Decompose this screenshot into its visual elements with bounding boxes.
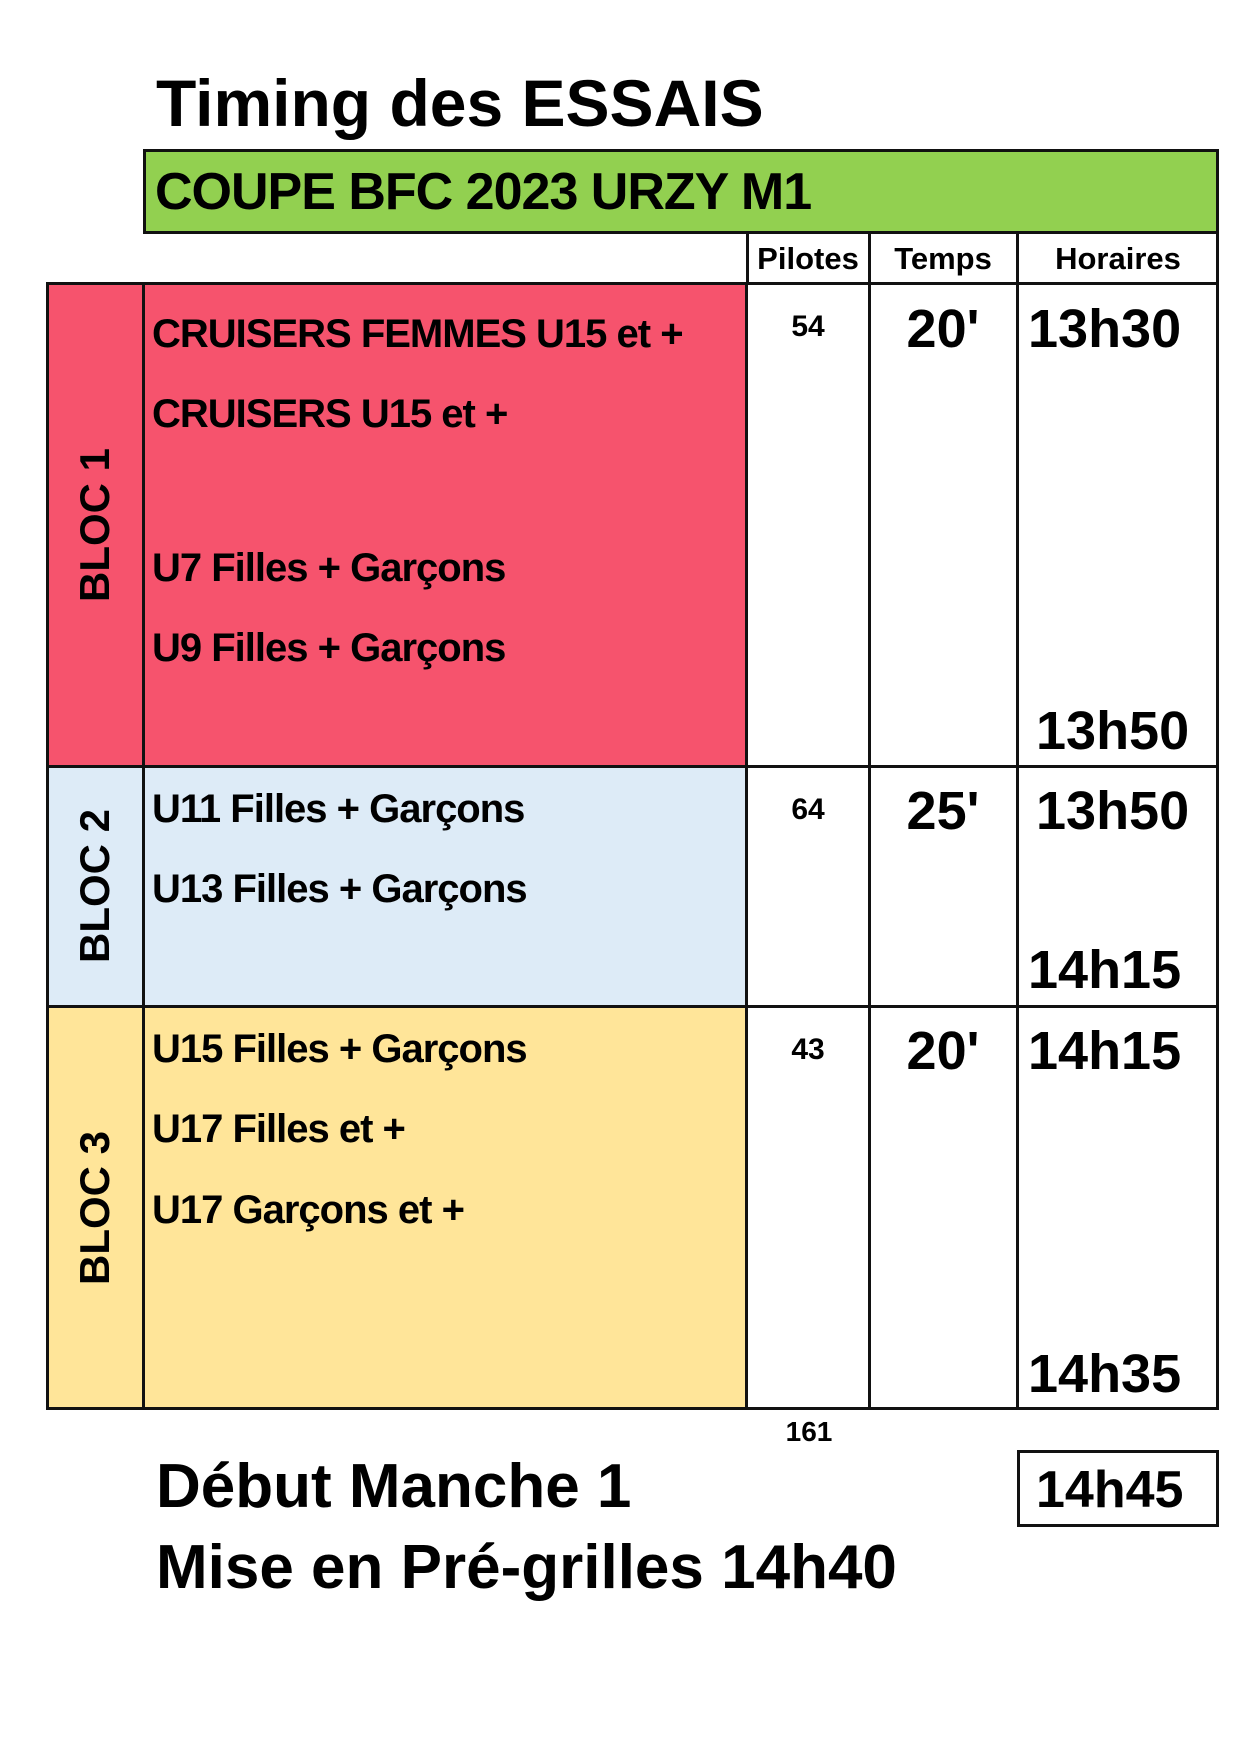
category: U17 Filles et + <box>152 1107 406 1151</box>
temps-value: 20' <box>906 299 980 359</box>
category: U17 Garçons et + <box>152 1188 465 1232</box>
category: U9 Filles + Garçons <box>152 626 506 670</box>
debut-manche-label: Début Manche 1 <box>156 1452 632 1521</box>
pilotes-count: 54 <box>791 310 825 343</box>
pilotes-count: 64 <box>791 793 825 826</box>
end-time: 13h50 <box>1036 701 1190 761</box>
bloc-2-label: BLOC 2 <box>71 808 118 964</box>
header-temps: Temps <box>894 241 992 276</box>
pilotes-count: 43 <box>791 1033 825 1066</box>
pregrille-text: Mise en Pré-grilles 14h40 <box>156 1533 897 1602</box>
category: CRUISERS FEMMES U15 et + <box>152 312 684 356</box>
event-banner: COUPE BFC 2023 URZY M1 <box>143 149 1219 234</box>
category: U13 Filles + Garçons <box>152 867 528 911</box>
category: U15 Filles + Garçons <box>152 1027 528 1071</box>
bloc-1-label: BLOC 1 <box>71 447 118 603</box>
start-time: 13h30 <box>1028 299 1182 359</box>
temps-value: 20' <box>906 1021 980 1081</box>
page-title: Timing des ESSAIS <box>156 66 764 140</box>
start-time: 13h50 <box>1036 781 1190 841</box>
end-time: 14h35 <box>1028 1344 1182 1404</box>
bloc-3 <box>47 1006 747 1409</box>
total-pilotes: 161 <box>785 1416 833 1447</box>
debut-time: 14h45 <box>1036 1461 1184 1519</box>
category: U11 Filles + Garçons <box>152 787 525 831</box>
bloc-2 <box>47 766 747 1007</box>
event-title: COUPE BFC 2023 URZY M1 <box>155 163 812 221</box>
bloc-1 <box>47 283 747 767</box>
header-horaires: Horaires <box>1055 241 1181 276</box>
start-time: 14h15 <box>1028 1021 1182 1081</box>
header-pilotes: Pilotes <box>757 241 859 276</box>
temps-value: 25' <box>906 781 980 841</box>
category: U7 Filles + Garçons <box>152 546 506 590</box>
category: CRUISERS U15 et + <box>152 392 508 436</box>
bloc-3-label: BLOC 3 <box>71 1130 118 1286</box>
end-time: 14h15 <box>1028 940 1182 1000</box>
debut-time-box: 14h45 <box>1017 1450 1219 1527</box>
